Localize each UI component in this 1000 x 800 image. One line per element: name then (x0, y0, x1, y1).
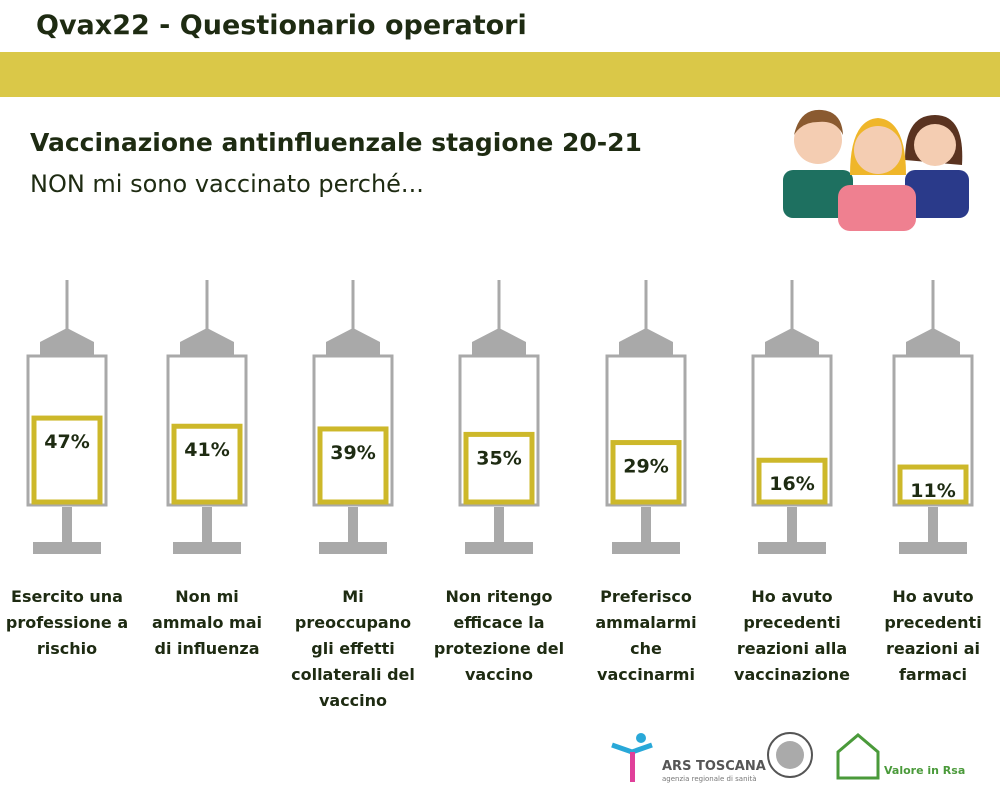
syringe-cap (180, 328, 234, 356)
bar (463, 431, 535, 505)
value-label: 35% (476, 447, 521, 469)
logo-subtext: agenzia regionale di sanità (662, 775, 757, 783)
bar (756, 457, 828, 505)
bar (897, 464, 969, 505)
category-label: Preferisco ammalarmi che vaccinarmi (595, 587, 697, 684)
value-label: 29% (623, 456, 668, 478)
value-label: 39% (330, 442, 375, 464)
plunger-stem (348, 507, 358, 545)
syringe-cap (472, 328, 526, 356)
university-logo (767, 732, 813, 778)
chart-subtitle: NON mi sono vaccinato perché... (30, 170, 424, 198)
syringe-cap (40, 328, 94, 356)
syringe-cap (765, 328, 819, 356)
bar (317, 426, 389, 505)
plunger-stem (641, 507, 651, 545)
plunger-stem (202, 507, 212, 545)
category-label: Ho avuto precedenti reazioni alla vaccin… (734, 587, 850, 684)
category-label: Non ritengo efficace la protezione del v… (433, 587, 565, 684)
plunger-base (612, 542, 680, 554)
category-label: Ho avuto precedenti reazioni ai farmaci (884, 587, 982, 684)
people-icon (783, 109, 969, 231)
logo-text: ARS TOSCANA (662, 759, 766, 774)
plunger-base (33, 542, 101, 554)
category-label: Mi preoccupano gli effetti collaterali d… (291, 587, 415, 710)
category-label: Esercito una professione a rischio (5, 587, 129, 658)
value-label: 16% (769, 473, 814, 495)
syringe-cap (906, 328, 960, 356)
plunger-base (319, 542, 387, 554)
chart-title: Vaccinazione antinfluenzale stagione 20-… (30, 128, 642, 157)
plunger-base (758, 542, 826, 554)
bar (610, 440, 682, 505)
plunger-base (173, 542, 241, 554)
rsa-logo (836, 733, 880, 780)
plunger-base (899, 542, 967, 554)
bar (171, 423, 243, 505)
plunger-stem (787, 507, 797, 545)
value-label: 11% (910, 480, 955, 502)
plunger-stem (62, 507, 72, 545)
logo-text: Valore in Rsa (884, 764, 966, 777)
plunger-stem (494, 507, 504, 545)
bar (31, 415, 103, 505)
syringe-cap (326, 328, 380, 356)
ars-logo (611, 733, 653, 782)
value-label: 47% (44, 431, 89, 453)
plunger-base (465, 542, 533, 554)
syringe-cap (619, 328, 673, 356)
category-label: Non mi ammalo mai di influenza (152, 587, 262, 658)
header-title: Qvax22 - Questionario operatori (36, 10, 527, 41)
header-band (0, 52, 1000, 97)
value-label: 41% (184, 439, 229, 461)
plunger-stem (928, 507, 938, 545)
